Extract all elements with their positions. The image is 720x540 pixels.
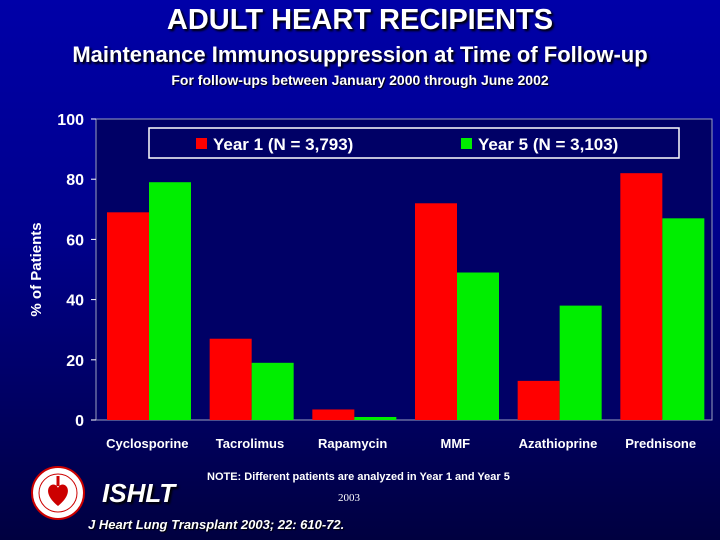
x-tick-label: Prednisone (625, 436, 696, 451)
y-tick-label: 60 (66, 232, 84, 249)
bar (560, 306, 602, 420)
bar (252, 363, 294, 420)
y-tick-label: 0 (75, 413, 84, 430)
bar (415, 203, 457, 420)
legend-swatch (196, 138, 207, 149)
bar (210, 339, 252, 420)
bar (457, 273, 499, 420)
bar (662, 218, 704, 420)
y-tick-label: 80 (66, 172, 84, 189)
bar (354, 417, 396, 420)
ishlt-logo-icon (30, 462, 86, 524)
bar (149, 182, 191, 420)
x-tick-label: Azathioprine (519, 436, 598, 451)
y-tick-label: 100 (57, 112, 84, 129)
legend-label: Year 5 (N = 3,103) (478, 135, 618, 154)
x-tick-label: Cyclosporine (106, 436, 188, 451)
bar (620, 173, 662, 420)
x-tick-label: Tacrolimus (216, 436, 284, 451)
legend-label: Year 1 (N = 3,793) (213, 135, 353, 154)
y-axis-title: % of Patients (28, 222, 45, 316)
x-tick-label: MMF (441, 436, 471, 451)
organization-name: ISHLT (102, 478, 175, 509)
legend-swatch (461, 138, 472, 149)
footnote: NOTE: Different patients are analyzed in… (207, 471, 510, 483)
bar (518, 381, 560, 420)
publication-year: 2003 (338, 492, 360, 504)
x-tick-label: Rapamycin (318, 436, 387, 451)
bar (312, 409, 354, 420)
y-tick-label: 40 (66, 293, 84, 310)
citation: J Heart Lung Transplant 2003; 22: 610-72… (88, 517, 344, 532)
bar (107, 212, 149, 420)
y-tick-label: 20 (66, 353, 84, 370)
